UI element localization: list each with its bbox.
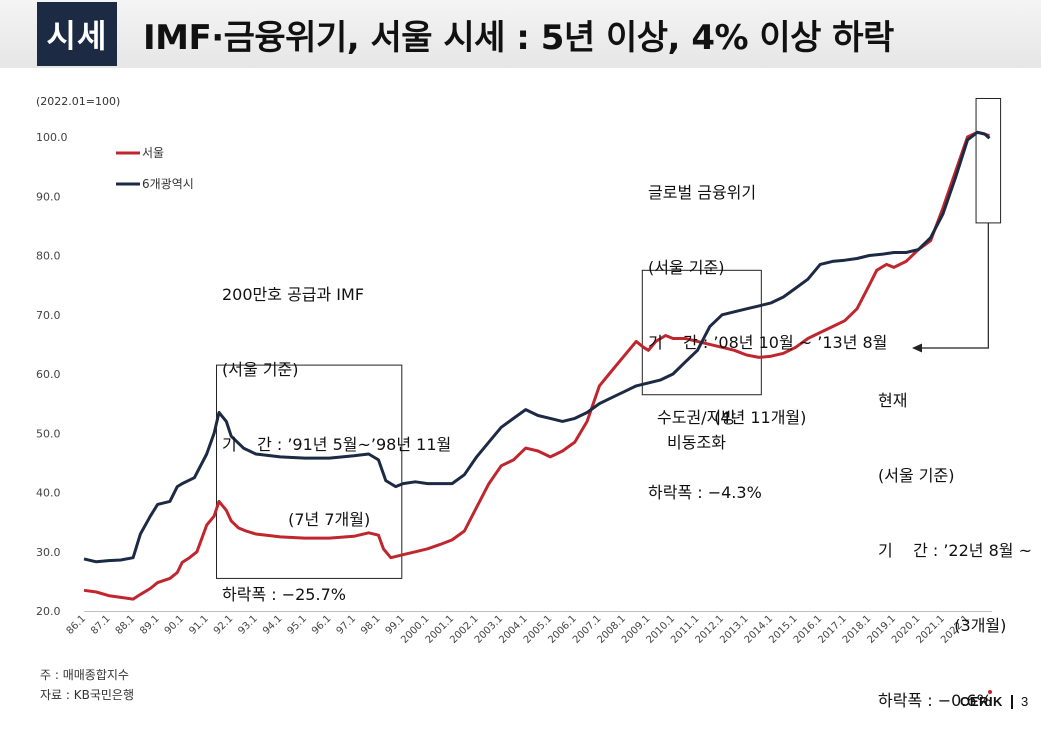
page-divider	[1011, 695, 1013, 709]
y-tick-label: 60.0	[36, 368, 61, 381]
decoupling-annotation: 수도권/지방 비동조화	[657, 405, 736, 455]
y-tick-label: 50.0	[36, 427, 61, 440]
x-tick-label: 86.1	[65, 613, 89, 637]
gfc-annotation: 글로벌 금융위기 (서울 기준) 기 간 : ’08년 10월 ~ ’13년 8…	[648, 130, 887, 530]
current-connector-line	[920, 222, 989, 349]
page-number: 3	[1021, 694, 1029, 709]
x-tick-label: 90.1	[163, 613, 187, 637]
gfc-title: 글로벌 금융위기	[648, 183, 757, 202]
imf-duration: (7년 7개월)	[222, 510, 371, 529]
section-badge: 시세	[37, 2, 117, 66]
imf-title: 200만호 공급과 IMF	[222, 285, 365, 304]
imf-decline: 하락폭 : −25.7%	[222, 585, 346, 604]
metro-series-line	[83, 130, 991, 564]
current-title: 현재	[878, 391, 908, 410]
imf-annotation: 200만호 공급과 IMF (서울 기준) 기 간 : ’91년 5월~’98년…	[222, 232, 451, 632]
price-index-chart: 20.0 30.0 40.0 50.0 60.0 70.0 80.0 90.0 100.0 86.…	[36, 97, 1002, 646]
y-tick-label: 30.0	[36, 546, 61, 559]
decoupling-line-1: 수도권/지방	[657, 408, 736, 427]
page-title: IMF·금융위기, 서울 시세 : 5년 이상, 4% 이상 하락	[143, 18, 894, 58]
y-tick-label: 80.0	[36, 250, 61, 263]
gfc-duration: (4년 11개월)	[648, 408, 807, 427]
x-tick-label: 87.1	[89, 613, 113, 637]
decoupling-line-2: 비동조화	[667, 433, 726, 452]
current-decline: 하락폭 : −0.6%	[878, 691, 992, 710]
index-base-note: (2022.01=100)	[36, 95, 121, 108]
cerik-logo: CERIK	[960, 694, 1003, 709]
y-tick-label: 100.0	[36, 131, 68, 144]
current-arrowhead	[912, 343, 922, 353]
imf-period: 기 간 : ’91년 5월~’98년 11월	[222, 435, 452, 454]
gfc-period: 기 간 : ’08년 10월 ~ ’13년 8월	[648, 333, 888, 352]
footnote-index: 주 : 매매종합지수	[40, 668, 129, 682]
y-tick-label: 70.0	[36, 309, 61, 322]
current-basis: (서울 기준)	[878, 466, 955, 485]
x-tick-label: 91.1	[187, 613, 211, 637]
gfc-basis: (서울 기준)	[648, 258, 725, 277]
imf-basis: (서울 기준)	[222, 360, 299, 379]
gfc-period-box	[641, 269, 762, 396]
header-bar: 시세 IMF·금융위기, 서울 시세 : 5년 이상, 4% 이상 하락	[0, 0, 1041, 68]
gfc-decline: 하락폭 : −4.3%	[648, 483, 762, 502]
current-period: 기 간 : ’22년 8월 ~	[878, 541, 1032, 560]
legend-label: 서울	[142, 146, 164, 160]
current-period-box	[975, 97, 1002, 224]
seoul-series-line	[83, 130, 991, 601]
current-annotation: 현재 (서울 기준) 기 간 : ’22년 8월 ~ (3개월) 하락폭 : −…	[878, 338, 1032, 738]
legend-label: 6개광역시	[142, 177, 194, 191]
imf-period-box	[216, 364, 403, 579]
x-tick-label: 89.1	[138, 613, 162, 637]
logo-dot	[988, 690, 992, 694]
current-duration: (3개월)	[878, 616, 1007, 635]
footnote-source: 자료 : KB국민은행	[40, 688, 135, 702]
y-tick-label: 40.0	[36, 487, 61, 500]
y-tick-label: 90.0	[36, 190, 61, 203]
x-tick-label: 88.1	[114, 613, 138, 637]
y-tick-label: 20.0	[36, 605, 61, 618]
